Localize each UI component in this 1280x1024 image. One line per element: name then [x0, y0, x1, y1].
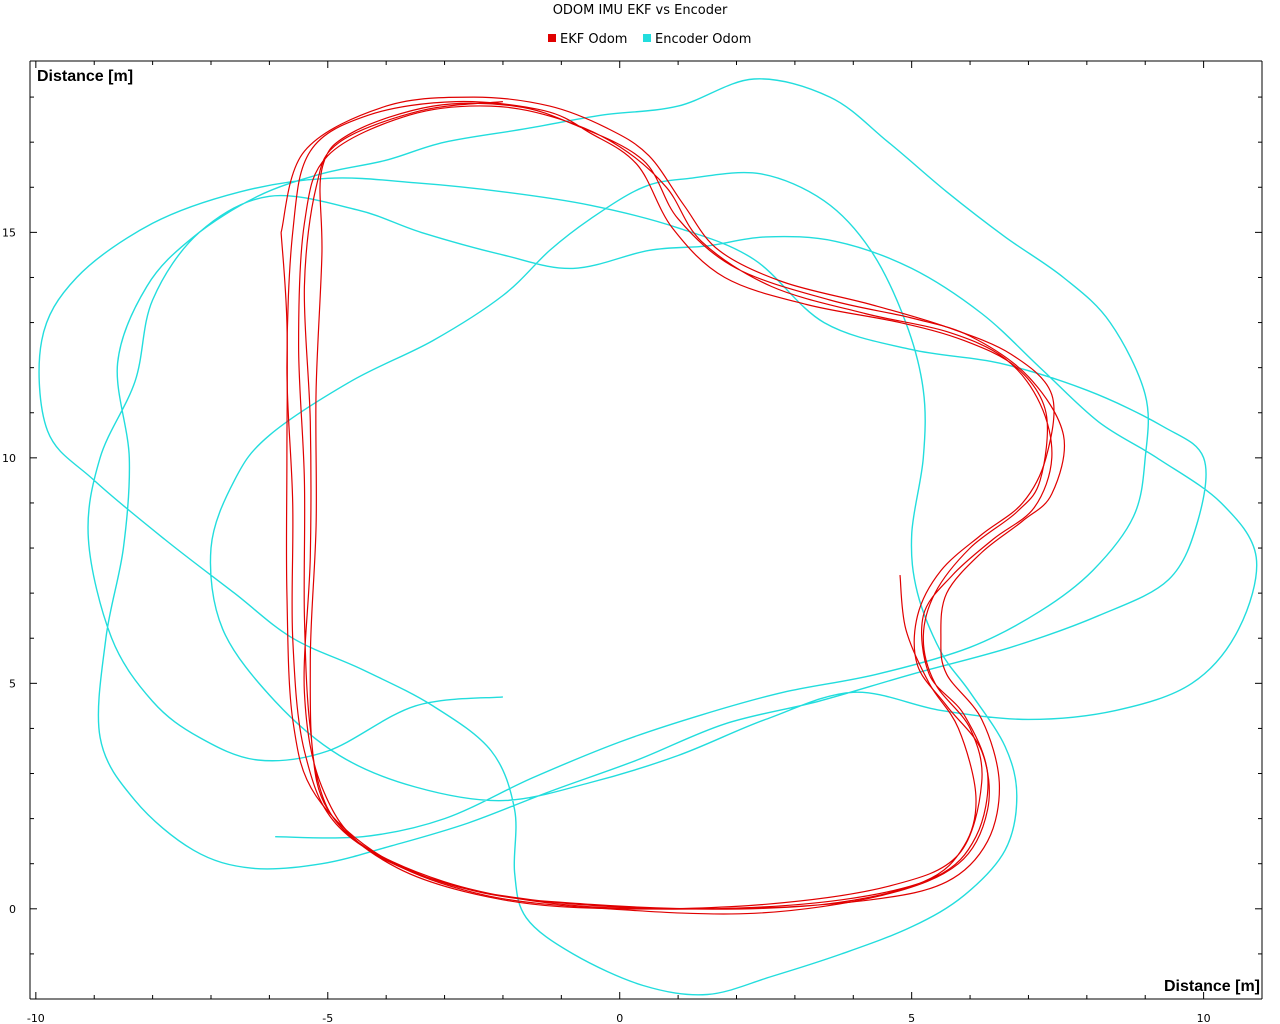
- x-axis-label: Distance [m]: [1164, 978, 1260, 995]
- y-tick-label: 5: [9, 677, 16, 690]
- x-tick-label: -10: [27, 1012, 45, 1024]
- x-tick-label: 5: [908, 1012, 915, 1024]
- chart-title: ODOM IMU EKF vs Encoder: [553, 3, 728, 18]
- y-tick-label: 15: [2, 226, 16, 239]
- y-axis-label: Distance [m]: [37, 68, 133, 85]
- x-tick-label: -5: [322, 1012, 333, 1024]
- legend-swatch-ekf: [548, 34, 556, 42]
- legend-label-ekf: EKF Odom: [560, 32, 627, 47]
- y-tick-label: 10: [2, 452, 16, 465]
- x-tick-label: 0: [616, 1012, 623, 1024]
- legend-swatch-encoder: [643, 34, 651, 42]
- legend-label-encoder: Encoder Odom: [655, 32, 751, 47]
- x-tick-label: 10: [1197, 1012, 1211, 1024]
- y-tick-label: 0: [9, 903, 16, 916]
